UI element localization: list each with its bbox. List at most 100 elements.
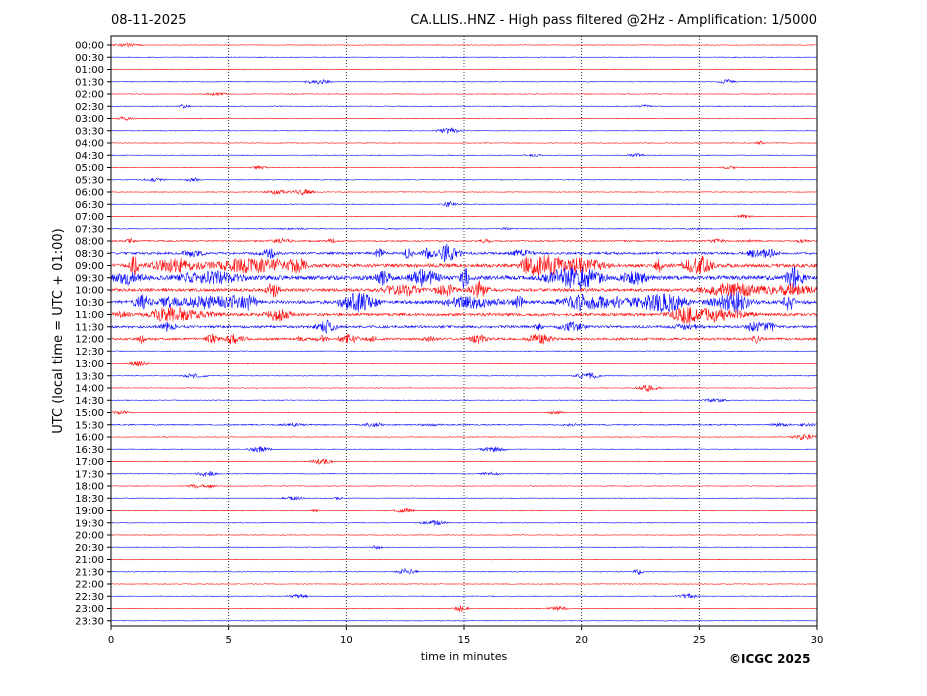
trace-06:00 [110, 188, 818, 196]
y-tick-label-12:00: 12:00 [75, 335, 104, 346]
trace-03:00 [110, 115, 818, 121]
y-tick-label-08:30: 08:30 [75, 249, 104, 260]
y-tick-label-20:30: 20:30 [75, 543, 104, 554]
y-tick-label-21:30: 21:30 [75, 567, 104, 578]
y-tick-label-10:30: 10:30 [75, 298, 104, 309]
y-tick-label-02:30: 02:30 [75, 102, 104, 113]
trace-20:30 [110, 545, 818, 551]
y-tick-label-03:00: 03:00 [75, 114, 104, 125]
y-tick-label-03:30: 03:30 [75, 126, 104, 137]
x-tick-label-15: 15 [458, 635, 471, 646]
trace-08:00 [110, 237, 818, 244]
trace-22:00 [110, 583, 818, 585]
y-tick-label-07:00: 07:00 [75, 212, 104, 223]
copyright-label: ©ICGC 2025 [729, 652, 811, 666]
y-tick-label-15:30: 15:30 [75, 420, 104, 431]
y-tick-label-07:30: 07:30 [75, 224, 104, 235]
y-tick-label-12:30: 12:30 [75, 347, 104, 358]
y-tick-label-08:00: 08:00 [75, 237, 104, 248]
y-tick-label-13:00: 13:00 [75, 359, 104, 370]
y-tick-label-22:30: 22:30 [75, 592, 104, 603]
trace-16:30 [110, 446, 818, 453]
trace-16:00 [110, 433, 818, 441]
y-tick-label-11:30: 11:30 [75, 322, 104, 333]
y-tick-label-06:30: 06:30 [75, 200, 104, 211]
trace-12:00 [110, 333, 818, 345]
trace-07:30 [110, 227, 818, 231]
trace-01:00 [110, 68, 818, 71]
x-tick-label-25: 25 [693, 635, 706, 646]
chart-title: CA.LLIS..HNZ - High pass filtered @2Hz -… [410, 13, 817, 28]
y-tick-label-00:30: 00:30 [75, 53, 104, 64]
y-tick-label-02:00: 02:00 [75, 90, 104, 101]
trace-00:30 [110, 56, 818, 59]
y-tick-label-09:00: 09:00 [75, 261, 104, 272]
trace-18:00 [110, 483, 818, 489]
y-tick-label-13:30: 13:30 [75, 371, 104, 382]
y-tick-label-14:30: 14:30 [75, 396, 104, 407]
trace-01:30 [110, 78, 818, 85]
trace-15:30 [110, 422, 818, 428]
trace-05:30 [110, 176, 818, 183]
trace-18:30 [110, 495, 818, 501]
trace-04:00 [110, 140, 818, 145]
trace-21:00 [110, 558, 818, 561]
y-tick-label-21:00: 21:00 [75, 555, 104, 566]
y-tick-label-01:00: 01:00 [75, 65, 104, 76]
trace-13:00 [110, 360, 818, 367]
trace-07:00 [110, 213, 818, 219]
trace-21:30 [110, 567, 818, 576]
y-tick-label-05:00: 05:00 [75, 163, 104, 174]
y-tick-label-01:30: 01:30 [75, 77, 104, 88]
trace-08:30 [110, 243, 818, 262]
y-tick-label-15:00: 15:00 [75, 408, 104, 419]
trace-12:30 [110, 350, 818, 353]
y-tick-label-17:00: 17:00 [75, 457, 104, 468]
trace-10:30 [110, 291, 818, 314]
x-tick-label-5: 5 [225, 635, 231, 646]
trace-02:00 [110, 92, 818, 97]
trace-17:00 [110, 458, 818, 465]
y-tick-label-09:30: 09:30 [75, 273, 104, 284]
trace-03:30 [110, 127, 818, 135]
y-axis-label: UTC (local time = UTC + 01:00) [51, 228, 66, 433]
y-tick-label-04:30: 04:30 [75, 151, 104, 162]
trace-06:30 [110, 200, 818, 208]
x-tick-label-10: 10 [340, 635, 353, 646]
y-tick-label-17:30: 17:30 [75, 469, 104, 480]
y-tick-label-18:30: 18:30 [75, 494, 104, 505]
trace-04:30 [110, 152, 818, 158]
trace-14:30 [110, 397, 818, 403]
trace-14:00 [110, 384, 818, 392]
y-tick-label-04:00: 04:00 [75, 139, 104, 150]
y-tick-label-19:30: 19:30 [75, 518, 104, 529]
trace-20:00 [110, 534, 818, 536]
trace-11:00 [110, 306, 818, 324]
y-tick-label-11:00: 11:00 [75, 310, 104, 321]
trace-10:00 [110, 280, 818, 299]
trace-15:00 [110, 409, 818, 415]
trace-09:30 [110, 266, 818, 290]
y-tick-label-14:00: 14:00 [75, 384, 104, 395]
trace-17:30 [110, 470, 818, 478]
trace-00:00 [110, 42, 818, 48]
trace-22:30 [110, 592, 818, 599]
x-tick-label-20: 20 [575, 635, 588, 646]
trace-05:00 [110, 165, 818, 170]
trace-02:30 [110, 103, 818, 110]
x-axis-label: time in minutes [421, 650, 508, 663]
seismic-traces [110, 42, 818, 622]
y-tick-label-22:00: 22:00 [75, 580, 104, 591]
x-tick-label-0: 0 [108, 635, 114, 646]
x-tick-label-30: 30 [811, 635, 824, 646]
y-tick-label-16:00: 16:00 [75, 433, 104, 444]
y-tick-label-20:00: 20:00 [75, 531, 104, 542]
y-tick-label-06:00: 06:00 [75, 188, 104, 199]
x-axis-ticks: 0 5 10 15 20 25 30 [108, 626, 824, 646]
trace-23:00 [110, 605, 818, 613]
y-tick-label-00:00: 00:00 [75, 41, 104, 52]
trace-19:30 [110, 519, 818, 526]
y-tick-label-18:00: 18:00 [75, 482, 104, 493]
